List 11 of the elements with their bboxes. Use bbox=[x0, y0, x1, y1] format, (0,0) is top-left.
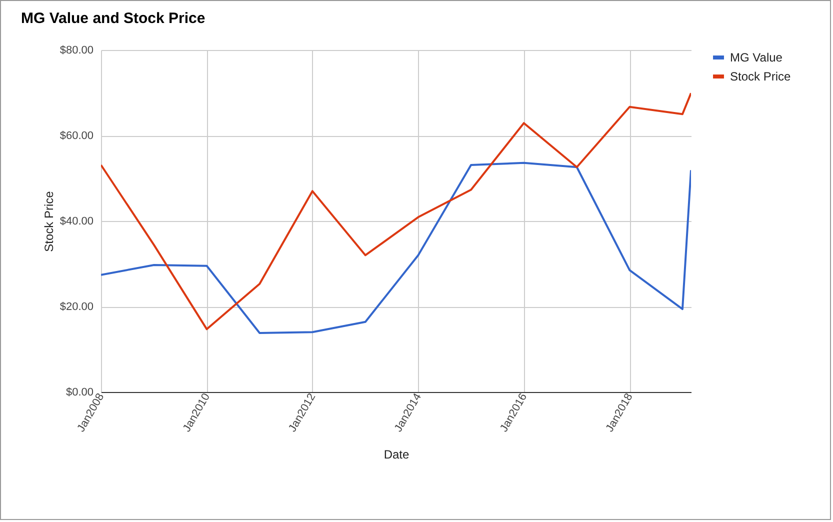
y-tick-label: $40.00 bbox=[60, 216, 94, 228]
line-series bbox=[101, 92, 691, 330]
y-axis-title: Stock Price bbox=[42, 190, 56, 252]
legend-label: MG Value bbox=[730, 50, 783, 64]
legend-label: Stock Price bbox=[730, 70, 792, 84]
line-series bbox=[101, 162, 691, 334]
chart-title: MG Value and Stock Price bbox=[21, 10, 206, 27]
x-axis-title: Date bbox=[384, 448, 410, 462]
y-tick-label: $20.00 bbox=[60, 301, 94, 313]
y-tick-label: $80.00 bbox=[60, 44, 94, 56]
y-tick-label: $60.00 bbox=[60, 130, 94, 142]
